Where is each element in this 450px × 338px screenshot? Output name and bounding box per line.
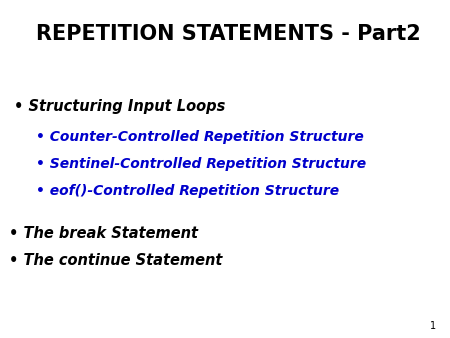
Text: • The break Statement: • The break Statement (9, 226, 198, 241)
Text: • Structuring Input Loops: • Structuring Input Loops (14, 99, 225, 114)
Text: • eof()-Controlled Repetition Structure: • eof()-Controlled Repetition Structure (36, 184, 339, 198)
Text: • Sentinel-Controlled Repetition Structure: • Sentinel-Controlled Repetition Structu… (36, 157, 366, 171)
Text: REPETITION STATEMENTS - Part2: REPETITION STATEMENTS - Part2 (36, 24, 421, 44)
Text: • Counter-Controlled Repetition Structure: • Counter-Controlled Repetition Structur… (36, 130, 364, 144)
Text: • The continue Statement: • The continue Statement (9, 253, 222, 268)
Text: 1: 1 (430, 321, 436, 331)
